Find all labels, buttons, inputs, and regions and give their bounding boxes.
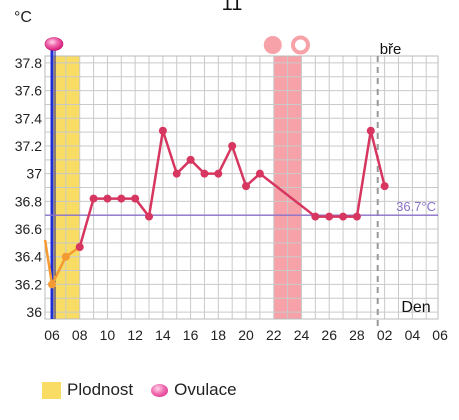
x-tick-label: 12 [127, 327, 143, 343]
data-point [61, 252, 70, 261]
x-tick-label: 18 [211, 327, 227, 343]
y-tick-label: 37.2 [15, 138, 42, 154]
ovulation-swatch-icon [151, 383, 169, 397]
fertile-swatch-icon [42, 381, 61, 399]
data-point [200, 169, 209, 178]
period-filled-icon [263, 36, 282, 54]
data-point [380, 182, 389, 191]
data-point [311, 212, 320, 221]
x-tick-label: 24 [294, 327, 310, 343]
x-tick-label: 26 [321, 327, 337, 343]
x-tick-label: 06 [432, 327, 448, 343]
y-tick-label: 36.2 [15, 276, 42, 292]
month-label: bře [380, 41, 402, 58]
data-point [48, 280, 56, 289]
fertile-legend-label: Plodnost [67, 380, 134, 399]
data-point [172, 169, 181, 178]
ovulation-legend-label: Ovulace [174, 380, 237, 399]
chart-legend: Plodnost Ovulace [42, 380, 237, 400]
data-point [158, 126, 167, 135]
y-unit-label: °C [14, 9, 32, 26]
x-tick-label: 14 [155, 327, 171, 343]
x-tick-label: 04 [405, 327, 421, 343]
y-tick-label: 36 [26, 304, 42, 320]
data-point [352, 212, 361, 221]
x-tick-label: 22 [266, 327, 282, 343]
data-point [366, 126, 375, 135]
data-point [325, 212, 334, 221]
x-axis-label: Den [401, 299, 430, 316]
y-tick-label: 36.4 [15, 249, 42, 265]
data-point [214, 169, 223, 178]
x-tick-label: 28 [349, 327, 365, 343]
data-point [145, 212, 154, 221]
data-point [186, 155, 195, 164]
data-point [339, 212, 348, 221]
data-point [75, 243, 84, 252]
x-tick-label: 02 [377, 327, 393, 343]
data-point [228, 141, 237, 150]
y-tick-label: 36.6 [15, 221, 42, 237]
x-tick-label: 06 [44, 327, 60, 343]
data-point [103, 194, 112, 203]
y-tick-label: 37.6 [15, 83, 42, 99]
x-tick-label: 08 [72, 327, 88, 343]
y-tick-label: 36.8 [15, 193, 42, 209]
y-tick-label: 37 [26, 166, 42, 182]
cover-line-label: 36.7°C [396, 199, 436, 214]
y-tick-label: 37.4 [15, 110, 42, 126]
x-tick-label: 10 [100, 327, 116, 343]
data-point [89, 194, 98, 203]
data-point [242, 182, 251, 191]
plot-border [44, 55, 439, 320]
y-tick-label: 37.8 [15, 55, 42, 71]
ovulation-marker-icon [44, 37, 64, 51]
chart-title: 11 [222, 0, 243, 15]
data-point [255, 169, 264, 178]
data-point [131, 194, 140, 203]
data-point [117, 194, 126, 203]
x-tick-label: 16 [183, 327, 199, 343]
x-tick-label: 20 [238, 327, 254, 343]
series-line [43, 239, 81, 286]
period-outline-icon [290, 35, 310, 55]
